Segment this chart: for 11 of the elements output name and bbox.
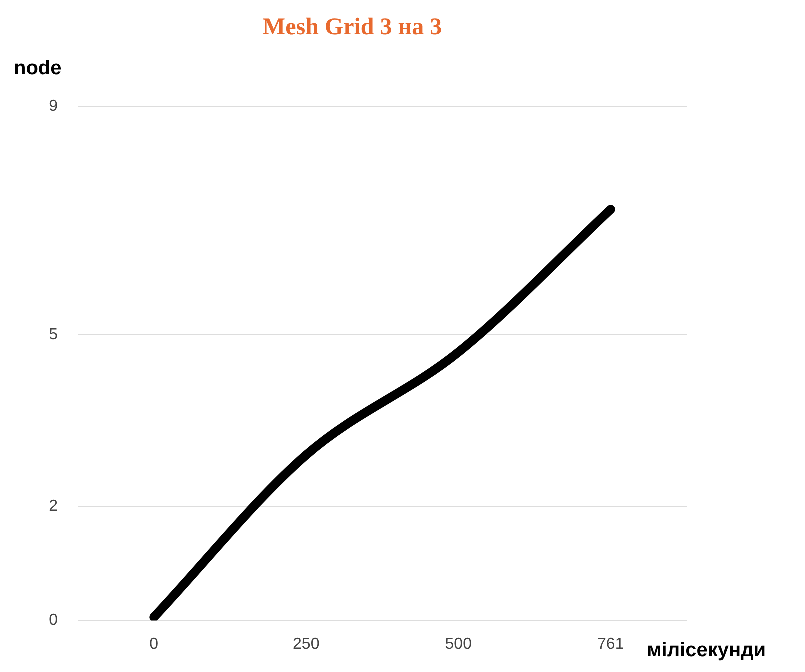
y-tick-label: 9 xyxy=(49,98,58,116)
x-tick-label: 500 xyxy=(445,636,472,653)
chart-title: Mesh Grid 3 на 3 xyxy=(262,14,442,41)
x-tick-label: 250 xyxy=(293,636,320,653)
y-tick-label: 0 xyxy=(49,612,58,630)
y-tick-label: 2 xyxy=(49,498,58,515)
x-axis-title: мілісекунди xyxy=(647,639,766,662)
y-tick-label: 5 xyxy=(49,326,58,344)
x-tick-label: 0 xyxy=(150,636,159,653)
y-axis-title: node xyxy=(14,57,62,80)
x-tick-label: 761 xyxy=(598,636,624,653)
